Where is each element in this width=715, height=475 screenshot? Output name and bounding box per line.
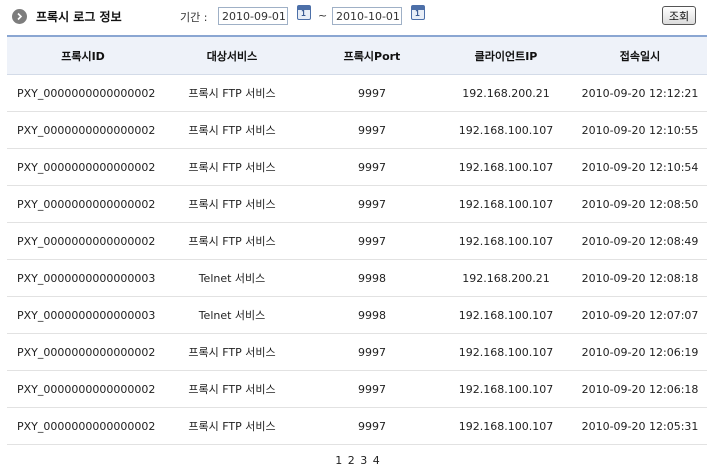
cell-access-time: 2010-09-20 12:05:31 (573, 407, 707, 445)
circle-arrow-right-icon (12, 9, 27, 24)
page-link-1[interactable]: 1 (335, 454, 343, 467)
column-header-access-time: 접속일시 (573, 35, 707, 75)
cell-access-time: 2010-09-20 12:12:21 (573, 74, 707, 112)
cell-proxy-port: 9998 (305, 296, 439, 334)
table-row: PXY_0000000000000002 프록시 FTP 서비스 9997 19… (7, 333, 707, 371)
period-label: 기간 : (180, 11, 208, 24)
cell-proxy-id: PXY_0000000000000002 (7, 185, 159, 223)
cell-access-time: 2010-09-20 12:08:49 (573, 222, 707, 260)
page-link-2[interactable]: 2 (347, 454, 355, 467)
pagination: 1 2 3 4 (0, 454, 715, 467)
cell-client-ip: 192.168.100.107 (439, 185, 573, 223)
cell-proxy-id: PXY_0000000000000002 (7, 222, 159, 260)
cell-target-service: 프록시 FTP 서비스 (159, 222, 305, 260)
cell-target-service: Telnet 서비스 (159, 296, 305, 334)
search-button[interactable]: 조회 (662, 6, 696, 25)
cell-target-service: 프록시 FTP 서비스 (159, 185, 305, 223)
table-header-row: 프록시ID 대상서비스 프록시Port 클라이언트IP 접속일시 (7, 35, 707, 75)
cell-target-service: 프록시 FTP 서비스 (159, 407, 305, 445)
cell-access-time: 2010-09-20 12:07:07 (573, 296, 707, 334)
cell-proxy-id: PXY_0000000000000002 (7, 148, 159, 186)
column-header-client-ip: 클라이언트IP (439, 35, 573, 75)
toolbar: 프록시 로그 정보 기간 : 1 ~ 1 조회 (0, 0, 715, 34)
cell-proxy-port: 9998 (305, 259, 439, 297)
table-row: PXY_0000000000000003 Telnet 서비스 9998 192… (7, 259, 707, 297)
page-title: 프록시 로그 정보 (36, 10, 122, 24)
cell-client-ip: 192.168.100.107 (439, 370, 573, 408)
cell-proxy-id: PXY_0000000000000002 (7, 407, 159, 445)
cell-proxy-id: PXY_0000000000000002 (7, 111, 159, 149)
cell-proxy-id: PXY_0000000000000003 (7, 259, 159, 297)
cell-proxy-port: 9997 (305, 370, 439, 408)
cell-client-ip: 192.168.100.107 (439, 296, 573, 334)
cell-proxy-id: PXY_0000000000000002 (7, 370, 159, 408)
table-row: PXY_0000000000000003 Telnet 서비스 9998 192… (7, 296, 707, 334)
cell-proxy-port: 9997 (305, 111, 439, 149)
cell-access-time: 2010-09-20 12:06:19 (573, 333, 707, 371)
cell-proxy-id: PXY_0000000000000002 (7, 333, 159, 371)
date-to-input[interactable] (332, 7, 402, 25)
table-row: PXY_0000000000000002 프록시 FTP 서비스 9997 19… (7, 111, 707, 149)
column-header-target-service: 대상서비스 (159, 35, 305, 75)
cell-proxy-port: 9997 (305, 185, 439, 223)
cell-access-time: 2010-09-20 12:08:50 (573, 185, 707, 223)
cell-client-ip: 192.168.100.107 (439, 333, 573, 371)
cell-access-time: 2010-09-20 12:10:55 (573, 111, 707, 149)
cell-client-ip: 192.168.100.107 (439, 111, 573, 149)
cell-proxy-port: 9997 (305, 74, 439, 112)
cell-proxy-port: 9997 (305, 333, 439, 371)
proxy-log-table: 프록시ID 대상서비스 프록시Port 클라이언트IP 접속일시 PXY_000… (7, 35, 707, 445)
cell-proxy-id: PXY_0000000000000002 (7, 74, 159, 112)
cell-client-ip: 192.168.100.107 (439, 407, 573, 445)
cell-target-service: 프록시 FTP 서비스 (159, 370, 305, 408)
calendar-icon[interactable]: 1 (411, 5, 425, 20)
cell-access-time: 2010-09-20 12:06:18 (573, 370, 707, 408)
date-from-input[interactable] (218, 7, 288, 25)
page-link-3[interactable]: 3 (360, 454, 368, 467)
cell-client-ip: 192.168.100.107 (439, 148, 573, 186)
cell-access-time: 2010-09-20 12:10:54 (573, 148, 707, 186)
calendar-icon[interactable]: 1 (297, 5, 311, 20)
cell-proxy-port: 9997 (305, 407, 439, 445)
table-row: PXY_0000000000000002 프록시 FTP 서비스 9997 19… (7, 222, 707, 260)
cell-access-time: 2010-09-20 12:08:18 (573, 259, 707, 297)
range-separator: ~ (318, 9, 328, 22)
table-row: PXY_0000000000000002 프록시 FTP 서비스 9997 19… (7, 148, 707, 186)
table-row: PXY_0000000000000002 프록시 FTP 서비스 9997 19… (7, 370, 707, 408)
table-row: PXY_0000000000000002 프록시 FTP 서비스 9997 19… (7, 185, 707, 223)
cell-proxy-port: 9997 (305, 148, 439, 186)
column-header-proxy-id: 프록시ID (7, 35, 159, 75)
cell-proxy-id: PXY_0000000000000003 (7, 296, 159, 334)
cell-client-ip: 192.168.200.21 (439, 259, 573, 297)
column-header-proxy-port: 프록시Port (305, 35, 439, 75)
page-link-4[interactable]: 4 (372, 454, 380, 467)
cell-target-service: 프록시 FTP 서비스 (159, 111, 305, 149)
cell-client-ip: 192.168.200.21 (439, 74, 573, 112)
cell-target-service: 프록시 FTP 서비스 (159, 333, 305, 371)
cell-target-service: Telnet 서비스 (159, 259, 305, 297)
cell-proxy-port: 9997 (305, 222, 439, 260)
cell-target-service: 프록시 FTP 서비스 (159, 74, 305, 112)
table-row: PXY_0000000000000002 프록시 FTP 서비스 9997 19… (7, 407, 707, 445)
cell-client-ip: 192.168.100.107 (439, 222, 573, 260)
table-row: PXY_0000000000000002 프록시 FTP 서비스 9997 19… (7, 74, 707, 112)
cell-target-service: 프록시 FTP 서비스 (159, 148, 305, 186)
